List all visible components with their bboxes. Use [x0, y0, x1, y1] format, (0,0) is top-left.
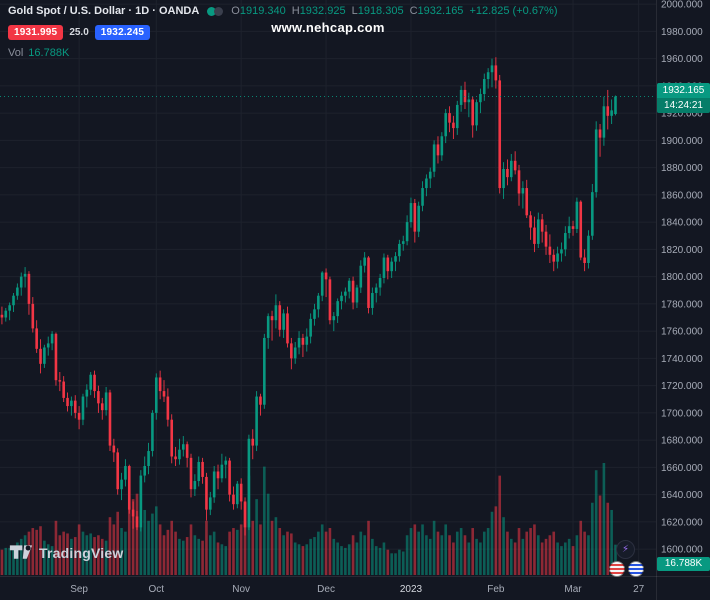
high-label: H — [291, 5, 300, 17]
green-dot-icon — [207, 6, 217, 16]
bar-countdown: 14:24:21 — [657, 97, 710, 113]
svg-text:1820.000: 1820.000 — [661, 245, 703, 256]
svg-text:Mar: Mar — [564, 584, 582, 595]
svg-text:1800.000: 1800.000 — [661, 272, 703, 283]
svg-text:1840.000: 1840.000 — [661, 218, 703, 229]
volume-value: 16.788K — [28, 47, 70, 59]
change-value: +12.825 (+0.67%) — [469, 5, 558, 17]
svg-text:Nov: Nov — [232, 584, 250, 595]
svg-text:1600.000: 1600.000 — [661, 545, 703, 556]
low-label: L — [351, 5, 358, 17]
svg-text:27: 27 — [633, 584, 645, 595]
svg-text:1740.000: 1740.000 — [661, 354, 703, 365]
tradingview-logo[interactable]: TradingView — [9, 544, 123, 561]
svg-text:1980.000: 1980.000 — [661, 27, 703, 38]
svg-text:1960.000: 1960.000 — [661, 54, 703, 65]
svg-text:Oct: Oct — [149, 584, 165, 595]
chart-legend: Gold Spot / U.S. Dollar · 1D · OANDA O19… — [8, 5, 558, 17]
open-label: O — [231, 5, 240, 17]
svg-text:1700.000: 1700.000 — [661, 408, 703, 419]
volume-label: Vol — [8, 47, 24, 59]
svg-text:1660.000: 1660.000 — [661, 463, 703, 474]
svg-text:Feb: Feb — [487, 584, 505, 595]
svg-text:1920.000: 1920.000 — [661, 109, 703, 120]
ohlc-readout: O1919.340 H1932.925 L1918.305 C1932.165 … — [231, 5, 557, 17]
lightning-icon[interactable]: ⚡ — [616, 540, 635, 559]
last-price-badge[interactable]: 1932.165 14:24:21 — [657, 82, 710, 113]
svg-text:Dec: Dec — [317, 584, 335, 595]
svg-text:1680.000: 1680.000 — [661, 436, 703, 447]
svg-text:Sep: Sep — [70, 584, 88, 595]
series-visibility-toggle-icon[interactable] — [207, 6, 224, 16]
svg-text:1640.000: 1640.000 — [661, 490, 703, 501]
svg-text:1880.000: 1880.000 — [661, 163, 703, 174]
watermark: www.nehcap.com — [271, 20, 385, 35]
open-value: 1919.340 — [239, 5, 286, 17]
buy-sell-widget: 1931.995 25.0 1932.245 — [8, 25, 151, 40]
symbol-title[interactable]: Gold Spot / U.S. Dollar · 1D · OANDA — [8, 5, 200, 17]
high-value: 1932.925 — [299, 5, 346, 17]
tradingview-logo-icon — [9, 545, 33, 559]
volume-indicator-readout: Vol 16.788K — [8, 47, 69, 59]
dark-dot-icon — [214, 6, 224, 16]
blue-flag-icon[interactable] — [628, 561, 644, 577]
close-label: C — [409, 5, 418, 17]
svg-text:1900.000: 1900.000 — [661, 136, 703, 147]
svg-text:1620.000: 1620.000 — [661, 517, 703, 528]
low-value: 1918.305 — [357, 5, 404, 17]
last-volume-value: 16.788K — [664, 558, 703, 569]
spread-value: 25.0 — [69, 27, 89, 38]
last-volume-badge: 16.788K — [657, 557, 710, 571]
close-value: 1932.165 — [417, 5, 464, 17]
svg-text:2000.000: 2000.000 — [661, 0, 703, 11]
tradingview-logo-text: TradingView — [39, 544, 124, 561]
sell-price-button[interactable]: 1931.995 — [8, 25, 64, 40]
buy-price-button[interactable]: 1932.245 — [94, 25, 151, 40]
svg-text:1720.000: 1720.000 — [661, 381, 703, 392]
svg-text:1780.000: 1780.000 — [661, 299, 703, 310]
svg-text:1760.000: 1760.000 — [661, 327, 703, 338]
red-flag-icon[interactable] — [609, 561, 625, 577]
svg-text:1860.000: 1860.000 — [661, 190, 703, 201]
svg-text:2023: 2023 — [400, 584, 423, 595]
last-price-value: 1932.165 — [662, 84, 705, 96]
